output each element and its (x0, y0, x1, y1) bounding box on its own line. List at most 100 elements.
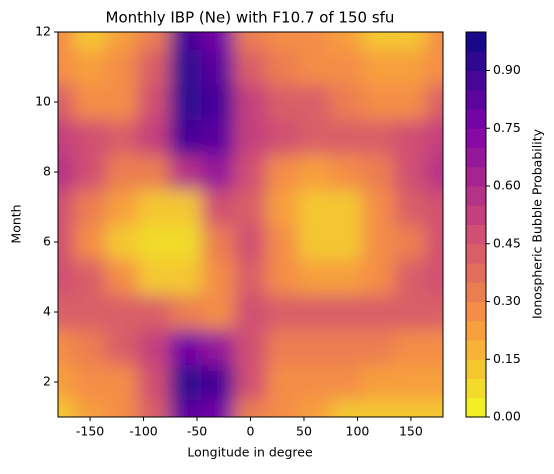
contour-cell (73, 189, 107, 225)
contour-cell (58, 259, 75, 295)
contour-cell (105, 189, 139, 225)
contour-cell (426, 259, 443, 295)
y-tick-label: 12 (35, 24, 51, 39)
contour-cell (298, 84, 332, 120)
contour-cell (233, 224, 268, 260)
x-tick-label: -150 (76, 424, 104, 439)
contour-cell (330, 189, 364, 225)
contour-cell (201, 364, 235, 400)
contour-cell (266, 49, 300, 85)
contour-cell (330, 49, 364, 85)
colorbar-band (466, 224, 486, 245)
colorbar-band (466, 378, 486, 399)
contour-cell (73, 224, 107, 260)
contour-cell (266, 259, 300, 295)
contour-cell (105, 399, 139, 417)
y-tick-label: 2 (43, 374, 51, 389)
colorbar-band (466, 243, 486, 264)
contour-cell (73, 32, 107, 50)
contour-cell (169, 154, 203, 190)
contour-cell (201, 32, 235, 50)
contour-cell (394, 399, 428, 417)
contour-cell (394, 154, 428, 190)
contour-cell (266, 329, 300, 365)
y-tick-label: 6 (43, 234, 51, 249)
contour-cell (426, 49, 443, 85)
contour-cell (330, 259, 364, 295)
x-tick-label: 0 (247, 424, 255, 439)
contour-cell (73, 154, 107, 190)
colorbar-band (466, 301, 486, 322)
contour-cell (233, 399, 268, 417)
contour-cell (201, 259, 235, 295)
contour-cell (330, 329, 364, 365)
contour-cell (330, 154, 364, 190)
contour-cell (362, 294, 396, 330)
colorbar-tick-label: 0.15 (493, 351, 521, 366)
contour-cell (58, 154, 75, 190)
contour-cell (169, 294, 203, 330)
contour-cell (330, 294, 364, 330)
contour-cell (362, 329, 396, 365)
colorbar-tick-label: 0.90 (493, 62, 521, 77)
contour-cell (266, 84, 300, 120)
contour-cell (298, 259, 332, 295)
contour-cell (137, 32, 171, 50)
contour-cell (426, 119, 443, 155)
contour-cell (330, 399, 364, 417)
contour-cell (266, 32, 300, 50)
contour-cell (201, 84, 235, 120)
contour-field (58, 32, 443, 417)
contour-cell (298, 224, 332, 260)
contour-cell (73, 49, 107, 85)
contour-cell (298, 189, 332, 225)
colorbar-band (466, 320, 486, 341)
contour-cell (330, 32, 364, 50)
colorbar-frame (465, 31, 487, 418)
contour-cell (201, 154, 235, 190)
y-axis-label: Month (9, 204, 24, 243)
colorbar-band (466, 51, 486, 71)
contour-cell (266, 119, 300, 155)
y-tick-label: 8 (43, 164, 51, 179)
contour-cell (201, 49, 235, 85)
x-tick-label: 50 (296, 424, 312, 439)
contour-cell (201, 224, 235, 260)
contour-cell (169, 364, 203, 400)
contour-cell (394, 294, 428, 330)
colorbar-band (466, 340, 486, 360)
colorbar-band (466, 282, 486, 302)
contour-cell (169, 329, 203, 365)
contour-cell (137, 399, 171, 417)
contour-cell (169, 259, 203, 295)
colorbar-band (466, 186, 486, 206)
colorbar-band (466, 359, 486, 379)
contour-cell (137, 154, 171, 190)
contour-cell (233, 49, 268, 85)
colorbar-label: Ionospheric Bubble Probability (530, 128, 545, 319)
contour-cell (298, 399, 332, 417)
contour-cell (426, 329, 443, 365)
contour-cell (298, 49, 332, 85)
colorbar-tick-label: 0.45 (493, 235, 521, 250)
contour-cell (105, 294, 139, 330)
contour-cell (426, 364, 443, 400)
contour-cell (58, 119, 75, 155)
contour-cell (201, 329, 235, 365)
contour-cell (58, 364, 75, 400)
contour-cell (362, 259, 396, 295)
contour-cell (233, 294, 268, 330)
contour-cell (137, 364, 171, 400)
contour-cell (330, 119, 364, 155)
contour-cell (73, 399, 107, 417)
contour-cell (330, 364, 364, 400)
contour-cell (298, 32, 332, 50)
contour-cell (73, 119, 107, 155)
contour-cell (298, 329, 332, 365)
contour-cell (58, 32, 75, 50)
contour-cell (169, 224, 203, 260)
y-tick-label: 10 (35, 94, 51, 109)
colorbar-tick-label: 0.30 (493, 293, 521, 308)
colorbar-band (466, 205, 486, 225)
x-tick-label: 150 (399, 424, 423, 439)
